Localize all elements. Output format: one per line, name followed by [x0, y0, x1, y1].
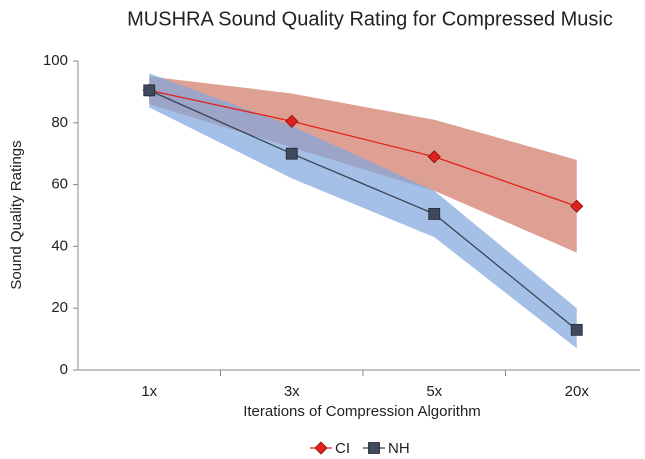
- x-tick-label: 1x: [141, 383, 157, 400]
- x-tick-label: 5x: [426, 383, 442, 400]
- point: [428, 208, 441, 220]
- x-tick-label: 20x: [565, 383, 590, 400]
- y-tick-label: 20: [51, 299, 68, 316]
- y-axis-label: Sound Quality Ratings: [8, 140, 25, 289]
- y-tick-label: 0: [60, 361, 68, 378]
- y-tick-label: 60: [51, 176, 68, 193]
- point: [143, 84, 156, 97]
- x-axis-label: Iterations of Compression Algorithm: [243, 403, 481, 420]
- line: [149, 89, 577, 207]
- point: [570, 323, 583, 336]
- legend-marker: [314, 441, 328, 455]
- y-tick-label: 100: [43, 52, 68, 69]
- band: [149, 73, 577, 349]
- point: [427, 150, 441, 164]
- point: [285, 147, 298, 160]
- point: [285, 114, 299, 128]
- y-tick-label: 40: [51, 237, 68, 254]
- legend-marker: [368, 442, 380, 454]
- point: [570, 199, 584, 213]
- legend-label: CI: [335, 440, 350, 457]
- x-tick-label: 3x: [284, 383, 300, 400]
- legend-label: NH: [388, 440, 410, 457]
- chart-title: MUSHRA Sound Quality Rating for Compress…: [127, 8, 613, 30]
- y-tick-label: 80: [51, 114, 68, 131]
- line: [148, 89, 578, 331]
